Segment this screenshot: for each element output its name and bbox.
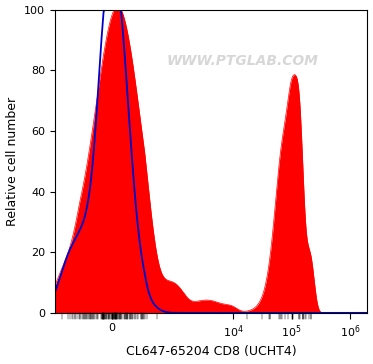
Y-axis label: Relative cell number: Relative cell number xyxy=(6,97,19,226)
Text: WWW.PTGLAB.COM: WWW.PTGLAB.COM xyxy=(166,54,318,68)
X-axis label: CL647-65204 CD8 (UCHT4): CL647-65204 CD8 (UCHT4) xyxy=(126,345,297,359)
